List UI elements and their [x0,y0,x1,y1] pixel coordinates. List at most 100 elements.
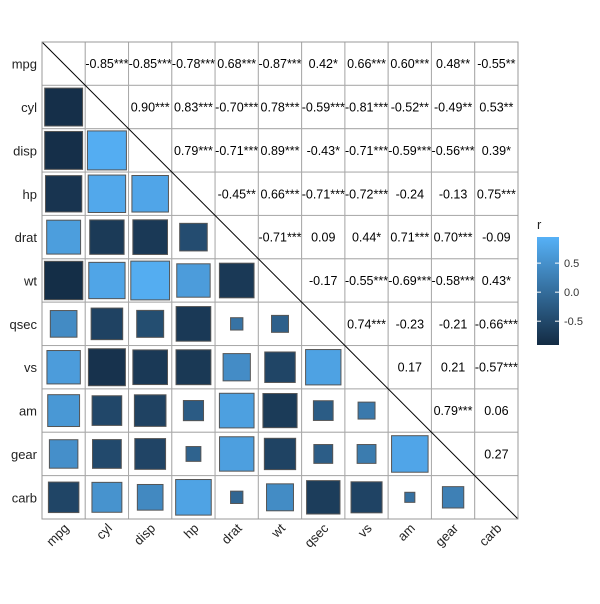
correlation-square-am-cyl [91,395,123,426]
x-tick-label: disp [131,521,158,548]
y-tick-label: hp [23,187,37,202]
correlation-label-am-gear: 0.79*** [434,404,473,418]
correlation-label-disp-carb: 0.39* [482,144,511,158]
grid-cell [474,301,519,347]
diagonal-line [41,41,519,520]
correlation-label-wt-qsec: -0.17 [309,274,338,288]
correlation-label-cyl-am: -0.52** [391,101,429,115]
correlation-square-qsec-drat [230,317,244,331]
correlation-square-qsec-disp [136,309,165,338]
correlation-label-qsec-carb: -0.66*** [475,317,518,331]
x-tick-label: gear [432,520,461,549]
x-tick-label: hp [181,521,202,542]
grid-cell [84,41,130,86]
grid-cell [387,128,432,173]
correlation-square-disp-mpg [44,130,84,170]
correlation-square-wt-drat [218,262,255,299]
correlation-square-hp-disp [131,175,169,213]
correlation-label-gear-carb: 0.27 [484,447,508,461]
grid-cell [430,345,476,390]
correlation-label-hp-vs: -0.72*** [345,187,388,201]
x-tick-label: drat [218,520,245,547]
correlation-square-vs-qsec [305,349,342,386]
grid-cell [474,431,519,477]
correlation-label-mpg-qsec: 0.42* [309,57,338,71]
correlation-square-gear-disp [134,438,167,470]
grid-cell [344,84,389,130]
correlation-square-gear-drat [219,436,255,472]
correlation-label-drat-wt: -0.71*** [258,231,301,245]
grid-cell [387,171,432,216]
x-tick-label: am [395,521,418,544]
correlation-square-gear-qsec [313,444,334,464]
grid-cell [387,301,432,347]
correlation-label-drat-qsec: 0.09 [311,231,335,245]
correlation-square-drat-hp [179,222,208,252]
grid-cell [387,214,432,260]
correlation-label-disp-qsec: -0.43* [307,144,340,158]
correlation-label-mpg-wt: -0.87*** [258,57,301,71]
correlation-square-am-vs [357,401,376,420]
correlation-square-hp-cyl [87,174,127,213]
grid-cell [301,84,346,130]
correlation-label-mpg-cyl: -0.85*** [85,57,128,71]
correlation-square-hp-mpg [44,175,83,213]
grid-cell [430,214,476,260]
correlation-square-wt-mpg [43,260,84,301]
grid-cell [214,128,259,173]
legend-colorbar [537,237,559,345]
grid-cell [257,128,303,173]
correlation-square-carb-gear [441,486,465,509]
x-tick-label: cyl [93,520,115,542]
correlation-square-drat-disp [132,219,169,255]
correlation-square-am-wt [262,393,298,429]
correlation-square-vs-drat [222,353,251,382]
grid-cell [301,171,346,216]
plot-border [41,41,519,520]
correlation-label-cyl-wt: 0.78*** [261,101,300,115]
correlation-label-mpg-am: 0.60*** [390,57,429,71]
correlation-label-mpg-vs: 0.66*** [347,57,386,71]
correlation-square-drat-cyl [89,219,125,255]
x-tick-label: qsec [301,520,331,550]
correlation-square-cyl-mpg [44,87,84,127]
x-tick-label: mpg [43,521,71,549]
correlation-label-mpg-drat: 0.68*** [217,57,256,71]
correlation-label-disp-am: -0.59*** [388,144,431,158]
legend-title: r [537,217,542,232]
correlation-square-am-hp [182,400,205,422]
correlation-square-carb-mpg [47,481,80,514]
grid-cell [387,84,432,130]
correlation-square-carb-am [404,491,416,503]
correlation-label-drat-gear: 0.70*** [434,231,473,245]
correlation-label-drat-am: 0.71*** [390,231,429,245]
grid-cell [430,84,476,130]
correlation-label-wt-vs: -0.55*** [345,274,388,288]
y-tick-label: disp [13,143,37,158]
correlation-label-drat-carb: -0.09 [482,231,511,245]
correlation-label-qsec-am: -0.23 [396,317,425,331]
correlation-label-cyl-vs: -0.81*** [345,101,388,115]
grid-cell [474,345,519,390]
correlation-square-gear-cyl [92,439,122,469]
correlation-square-vs-mpg [46,350,81,385]
legend-tick-label: 0.5 [564,258,579,270]
grid-cell [344,301,389,347]
grid-cell [257,84,303,130]
correlation-label-hp-gear: -0.13 [439,187,468,201]
grid-cell [387,258,432,303]
correlation-square-am-drat [218,392,255,429]
y-tick-label: gear [11,447,38,462]
grid-cell [474,214,519,260]
x-tick-label: wt [268,520,289,541]
correlation-square-qsec-mpg [49,310,78,338]
correlation-square-wt-cyl [88,261,126,300]
grid-cell [301,128,346,173]
correlation-square-disp-cyl [86,130,127,171]
correlation-label-cyl-qsec: -0.59*** [302,101,345,115]
grid-cell [430,301,476,347]
correlation-square-carb-wt [266,483,294,512]
y-tick-label: am [19,404,37,419]
x-tick-label: vs [355,520,375,540]
